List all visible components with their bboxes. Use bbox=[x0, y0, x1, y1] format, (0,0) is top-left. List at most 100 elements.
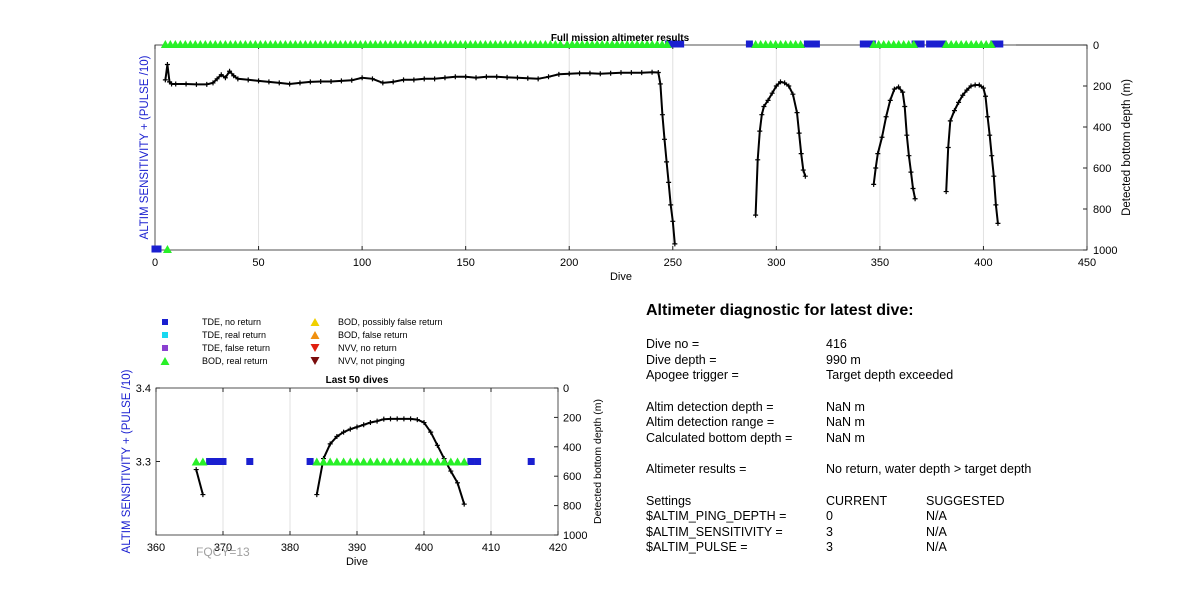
diagnostic-row: Calculated bottom depth = NaN m bbox=[646, 431, 1166, 447]
data-point bbox=[328, 78, 334, 84]
data-point bbox=[891, 86, 897, 92]
settings-header: Settings bbox=[646, 493, 692, 508]
setting-suggested: N/A bbox=[926, 509, 947, 523]
data-point bbox=[761, 104, 767, 109]
marker-layer bbox=[191, 457, 535, 466]
data-point bbox=[434, 442, 440, 448]
data-point bbox=[525, 75, 531, 81]
data-point bbox=[985, 114, 991, 120]
setting-current: 3 bbox=[826, 524, 833, 539]
data-point bbox=[628, 70, 634, 76]
y-tick-label-right: 400 bbox=[563, 442, 581, 454]
bod-real-return-marker bbox=[439, 457, 449, 466]
y-axis-label-right: Detected bottom depth (m) bbox=[592, 399, 604, 524]
bod-real-return-marker bbox=[352, 457, 362, 466]
square-icon bbox=[160, 330, 170, 340]
data-point bbox=[786, 83, 792, 89]
bod-real-return-marker bbox=[379, 457, 389, 466]
data-point bbox=[442, 75, 448, 81]
data-point bbox=[906, 153, 912, 159]
diagnostic-row: Altimeter results = No return, water dept… bbox=[646, 462, 1166, 478]
settings-row: $ALTIM_PULSE = 3 N/A bbox=[646, 540, 1166, 556]
tde-no-return-marker bbox=[996, 40, 1004, 48]
bod-real-return-marker bbox=[555, 39, 565, 49]
data-point bbox=[546, 74, 552, 80]
bod-real-return-marker bbox=[386, 457, 395, 466]
data-point bbox=[910, 186, 916, 191]
data-point bbox=[494, 74, 500, 80]
suggested-header: SUGGESTED bbox=[926, 493, 1005, 508]
data-point bbox=[945, 145, 951, 150]
setting-name: $ALTIM_SENSITIVITY = bbox=[646, 524, 783, 539]
data-point bbox=[912, 196, 918, 202]
x-tick-label: 370 bbox=[214, 542, 232, 554]
x-tick-label: 410 bbox=[482, 542, 500, 554]
data-point bbox=[904, 132, 910, 138]
x-axis-label: Dive bbox=[346, 556, 368, 568]
data-point bbox=[790, 91, 796, 97]
diagnostic-row: Altim detection range = NaN m bbox=[646, 415, 1166, 431]
data-point bbox=[318, 78, 324, 84]
legend-label: NVV, not pinging bbox=[338, 356, 405, 366]
data-point bbox=[908, 169, 914, 175]
x-tick-label: 390 bbox=[348, 542, 366, 554]
data-point bbox=[276, 80, 282, 86]
data-point bbox=[655, 69, 661, 75]
tde-no-return-marker bbox=[745, 40, 753, 48]
data-point bbox=[659, 112, 665, 118]
data-point bbox=[193, 467, 199, 473]
data-point bbox=[222, 75, 228, 81]
row-label: Dive no = bbox=[646, 337, 700, 351]
data-point bbox=[798, 151, 804, 157]
data-point bbox=[757, 128, 763, 134]
data-point bbox=[535, 76, 541, 82]
data-point bbox=[266, 79, 272, 85]
depth-line bbox=[164, 64, 676, 244]
data-point bbox=[448, 468, 454, 474]
bod-real-return-marker bbox=[406, 457, 416, 466]
bod-real-return-marker bbox=[909, 39, 919, 49]
data-point bbox=[879, 134, 885, 140]
bod-real-return-marker bbox=[319, 457, 328, 466]
bod-real-return-marker bbox=[432, 457, 442, 466]
tde-no-return-marker bbox=[917, 40, 925, 48]
data-point bbox=[411, 77, 417, 83]
data-point bbox=[200, 492, 206, 498]
data-point bbox=[666, 179, 672, 185]
row-label: Dive depth = bbox=[646, 352, 717, 367]
data-point bbox=[796, 130, 802, 136]
y-tick-label-right: 800 bbox=[563, 501, 581, 513]
depth-line bbox=[754, 80, 807, 216]
data-point bbox=[231, 73, 237, 79]
data-point bbox=[657, 81, 663, 87]
data-point bbox=[991, 173, 997, 179]
x-tick-label: 50 bbox=[252, 257, 264, 269]
tde-no-return-marker bbox=[474, 458, 482, 465]
y-axis-label-left: ALTIM SENSITIVITY + (PULSE /10) bbox=[121, 369, 133, 553]
y-tick-label-right: 600 bbox=[563, 471, 581, 483]
tde-no-return-marker bbox=[206, 458, 214, 465]
diagnostic-row: Dive no = 416 bbox=[646, 337, 1166, 353]
data-point bbox=[204, 81, 210, 87]
data-point bbox=[587, 70, 593, 76]
data-point bbox=[556, 71, 562, 77]
data-point bbox=[887, 97, 893, 103]
legend-label: BOD, possibly false return bbox=[338, 317, 443, 327]
full-mission-chart: 0 50 100 150 200 250 300 350 400 450 0 200 400 600 800… bbox=[139, 33, 1133, 283]
y-tick-label-left: 3.4 bbox=[136, 383, 151, 395]
bod-real-return-marker bbox=[986, 39, 996, 49]
data-point bbox=[618, 70, 624, 76]
bod-real-return-marker bbox=[796, 39, 806, 49]
data-point bbox=[755, 157, 761, 163]
data-point bbox=[794, 110, 800, 116]
y-tick-label: 0 bbox=[1093, 40, 1099, 52]
data-point bbox=[297, 80, 303, 86]
chart-title: Full mission altimeter results bbox=[551, 33, 690, 44]
y-tick-label: 200 bbox=[1093, 81, 1111, 93]
setting-current: 0 bbox=[826, 509, 833, 523]
bod-real-return-marker bbox=[662, 39, 672, 49]
data-point bbox=[347, 426, 353, 432]
data-point bbox=[968, 83, 974, 89]
data-point bbox=[956, 99, 962, 105]
y-axis-label-right: Detected bottom depth (m) bbox=[1121, 79, 1133, 216]
